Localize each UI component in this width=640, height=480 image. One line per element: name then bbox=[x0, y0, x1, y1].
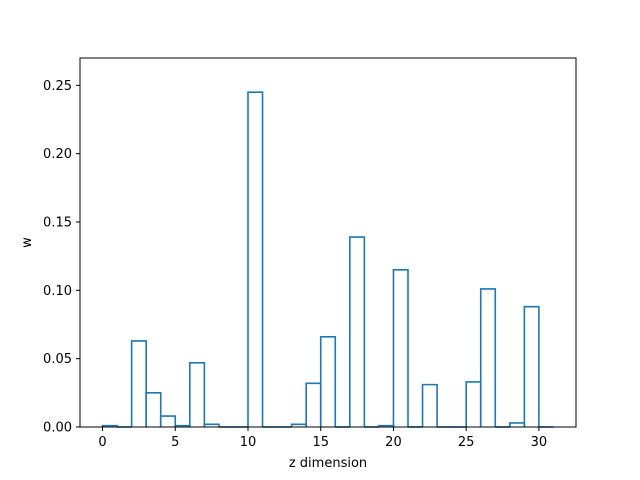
x-tick-label: 0 bbox=[98, 435, 106, 450]
x-tick-label: 15 bbox=[312, 435, 329, 450]
histogram-bar-15 bbox=[319, 336, 337, 427]
y-tick-label: 0.20 bbox=[43, 147, 72, 162]
plot-area bbox=[101, 91, 554, 428]
y-tick-label: 0.05 bbox=[43, 352, 72, 367]
histogram-bar-29 bbox=[523, 305, 540, 427]
histogram-bar-6 bbox=[189, 361, 206, 427]
histogram-bar-4 bbox=[159, 415, 177, 427]
histogram-bar-14 bbox=[305, 382, 322, 427]
histogram-bar-22 bbox=[421, 383, 438, 427]
x-tick-label: 10 bbox=[240, 435, 257, 450]
histogram-bar-20 bbox=[392, 269, 409, 427]
histogram-bar-2 bbox=[130, 340, 147, 427]
axes-frame bbox=[79, 57, 577, 428]
x-tick-label: 20 bbox=[385, 435, 402, 450]
histogram-bar-25 bbox=[465, 381, 482, 427]
x-axis-ticks: 0 5 10 15 20 25 30 bbox=[98, 427, 547, 450]
histogram-bar-7 bbox=[203, 423, 220, 427]
y-tick-label: 0.00 bbox=[43, 421, 72, 436]
histogram-bar-26 bbox=[479, 288, 497, 427]
x-tick-label: 25 bbox=[458, 435, 475, 450]
histogram-bar-10 bbox=[247, 91, 264, 427]
histogram-bar-3 bbox=[145, 392, 162, 427]
histogram-bar-28 bbox=[509, 422, 526, 427]
x-axis-label: z dimension bbox=[289, 456, 367, 471]
x-tick-label: 5 bbox=[171, 435, 179, 450]
y-tick-label: 0.10 bbox=[43, 284, 72, 299]
y-axis-ticks: 0.00 0.05 0.10 0.15 0.20 0.25 bbox=[43, 79, 80, 436]
y-tick-label: 0.25 bbox=[43, 79, 72, 94]
histogram-bar-17 bbox=[349, 236, 366, 427]
y-axis-label: w bbox=[20, 237, 35, 248]
x-tick-label: 30 bbox=[531, 435, 548, 450]
y-tick-label: 0.15 bbox=[43, 216, 72, 231]
